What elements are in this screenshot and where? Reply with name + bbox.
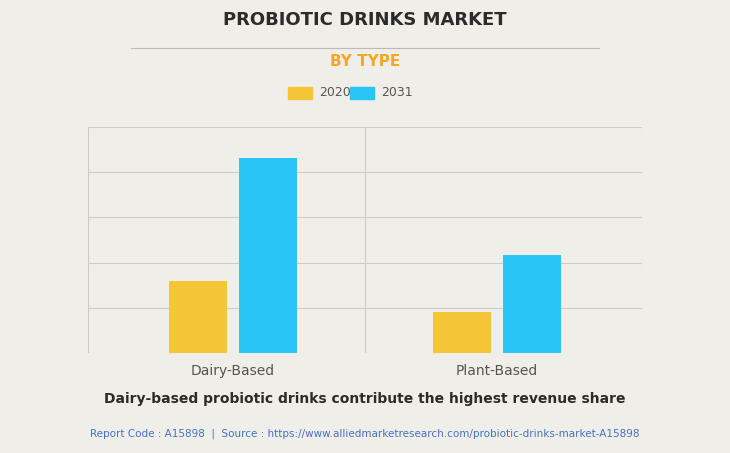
Text: BY TYPE: BY TYPE: [330, 54, 400, 69]
Bar: [503, 255, 561, 353]
Text: Report Code : A15898  |  Source : https://www.alliedmarketresearch.com/probiotic: Report Code : A15898 | Source : https://…: [91, 428, 639, 439]
Text: 2020: 2020: [319, 87, 350, 99]
Text: PROBIOTIC DRINKS MARKET: PROBIOTIC DRINKS MARKET: [223, 11, 507, 29]
Text: Dairy-based probiotic drinks contribute the highest revenue share: Dairy-based probiotic drinks contribute …: [104, 392, 626, 406]
Bar: [433, 312, 491, 353]
Bar: [169, 281, 227, 353]
Bar: [239, 158, 297, 353]
Text: 2031: 2031: [381, 87, 412, 99]
